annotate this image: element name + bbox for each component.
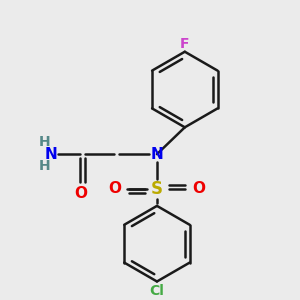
Text: O: O [74, 187, 87, 202]
Text: F: F [180, 37, 190, 51]
Text: N: N [151, 147, 163, 162]
Text: O: O [109, 182, 122, 196]
Text: H: H [39, 159, 50, 173]
Text: O: O [192, 182, 205, 196]
Text: H: H [39, 135, 50, 149]
Text: S: S [151, 180, 163, 198]
Text: N: N [44, 147, 57, 162]
Text: Cl: Cl [149, 284, 164, 298]
